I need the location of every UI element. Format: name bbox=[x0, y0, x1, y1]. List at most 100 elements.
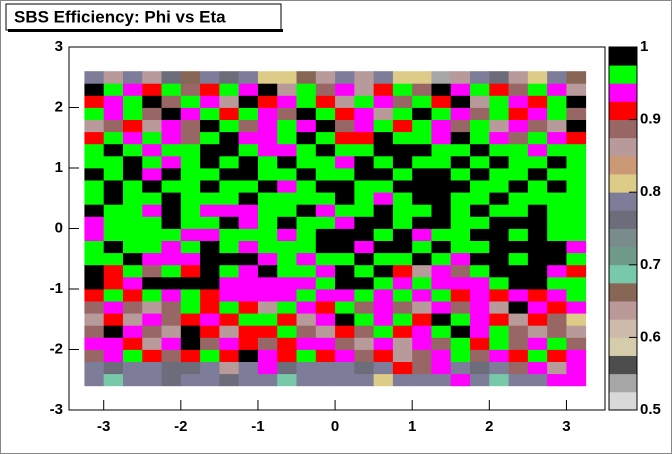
cell bbox=[527, 276, 548, 290]
cell bbox=[180, 240, 201, 254]
cell bbox=[354, 216, 375, 229]
cell bbox=[122, 168, 143, 181]
cell bbox=[296, 216, 317, 229]
cell bbox=[412, 180, 432, 193]
cell bbox=[142, 228, 162, 241]
cell bbox=[257, 349, 278, 362]
cell bbox=[489, 337, 509, 350]
cell bbox=[122, 337, 143, 350]
cell bbox=[142, 204, 162, 217]
cell bbox=[277, 373, 297, 387]
z-tick-label: 0.5 bbox=[640, 401, 661, 418]
cell bbox=[354, 119, 375, 133]
cell bbox=[84, 252, 105, 266]
cell bbox=[257, 71, 278, 84]
cell bbox=[161, 313, 182, 326]
cell bbox=[84, 204, 105, 217]
cell bbox=[566, 95, 587, 108]
cell bbox=[122, 252, 143, 266]
cell bbox=[412, 289, 432, 302]
cell bbox=[296, 361, 317, 375]
cell bbox=[142, 192, 162, 205]
cell bbox=[161, 301, 182, 314]
cell bbox=[547, 240, 567, 254]
cell bbox=[315, 289, 336, 302]
cell bbox=[200, 131, 220, 145]
cell bbox=[315, 83, 336, 96]
cell bbox=[566, 216, 587, 229]
cell bbox=[200, 276, 220, 290]
cell bbox=[238, 168, 259, 181]
cell bbox=[257, 325, 278, 338]
cell bbox=[238, 228, 259, 241]
cell bbox=[547, 349, 567, 362]
cell bbox=[161, 337, 182, 350]
z-tick-label: 0.6 bbox=[640, 328, 661, 345]
cell bbox=[180, 143, 201, 157]
cell bbox=[547, 228, 567, 241]
cell bbox=[354, 313, 375, 326]
cell bbox=[354, 83, 375, 96]
cell bbox=[238, 155, 259, 169]
cell bbox=[547, 301, 567, 314]
cell bbox=[470, 289, 490, 302]
cell bbox=[527, 252, 548, 266]
cell bbox=[412, 71, 432, 84]
cell bbox=[315, 228, 336, 241]
cell bbox=[489, 192, 509, 205]
cell bbox=[84, 373, 105, 387]
cell bbox=[200, 143, 220, 157]
cell bbox=[508, 325, 529, 338]
cell bbox=[277, 83, 297, 96]
cell bbox=[122, 155, 143, 169]
cell bbox=[392, 180, 413, 193]
cell bbox=[335, 168, 355, 181]
cell bbox=[84, 228, 105, 241]
cell bbox=[161, 228, 182, 241]
cell bbox=[431, 143, 452, 157]
cell bbox=[257, 180, 278, 193]
cell bbox=[277, 71, 297, 84]
cell bbox=[238, 349, 259, 362]
cell bbox=[373, 313, 394, 326]
cell bbox=[122, 264, 143, 278]
cell bbox=[431, 204, 452, 217]
cell bbox=[200, 301, 220, 314]
cell bbox=[84, 83, 105, 96]
cell bbox=[84, 192, 105, 205]
y-tick-label: -3 bbox=[50, 401, 63, 418]
cell bbox=[508, 301, 529, 314]
cell bbox=[354, 289, 375, 302]
cell bbox=[219, 252, 240, 266]
cell bbox=[219, 337, 240, 350]
cell bbox=[566, 313, 587, 326]
cell bbox=[315, 107, 336, 120]
cell bbox=[508, 337, 529, 350]
cell bbox=[161, 143, 182, 157]
cell bbox=[392, 337, 413, 350]
cell bbox=[277, 240, 297, 254]
cell bbox=[296, 180, 317, 193]
cell bbox=[200, 107, 220, 120]
cell bbox=[489, 349, 509, 362]
cell bbox=[257, 119, 278, 133]
cell bbox=[238, 301, 259, 314]
cell bbox=[277, 276, 297, 290]
cell bbox=[219, 373, 240, 387]
cell bbox=[219, 95, 240, 108]
cell bbox=[238, 240, 259, 254]
cell bbox=[354, 361, 375, 375]
cell bbox=[489, 264, 509, 278]
y-tick-label: 0 bbox=[55, 219, 63, 236]
cell bbox=[277, 107, 297, 120]
cell bbox=[84, 276, 105, 290]
cell bbox=[200, 373, 220, 387]
cell bbox=[470, 325, 490, 338]
cell bbox=[180, 155, 201, 169]
cell bbox=[354, 155, 375, 169]
cell bbox=[470, 71, 490, 84]
cell bbox=[315, 216, 336, 229]
cell bbox=[412, 301, 432, 314]
cell bbox=[200, 216, 220, 229]
